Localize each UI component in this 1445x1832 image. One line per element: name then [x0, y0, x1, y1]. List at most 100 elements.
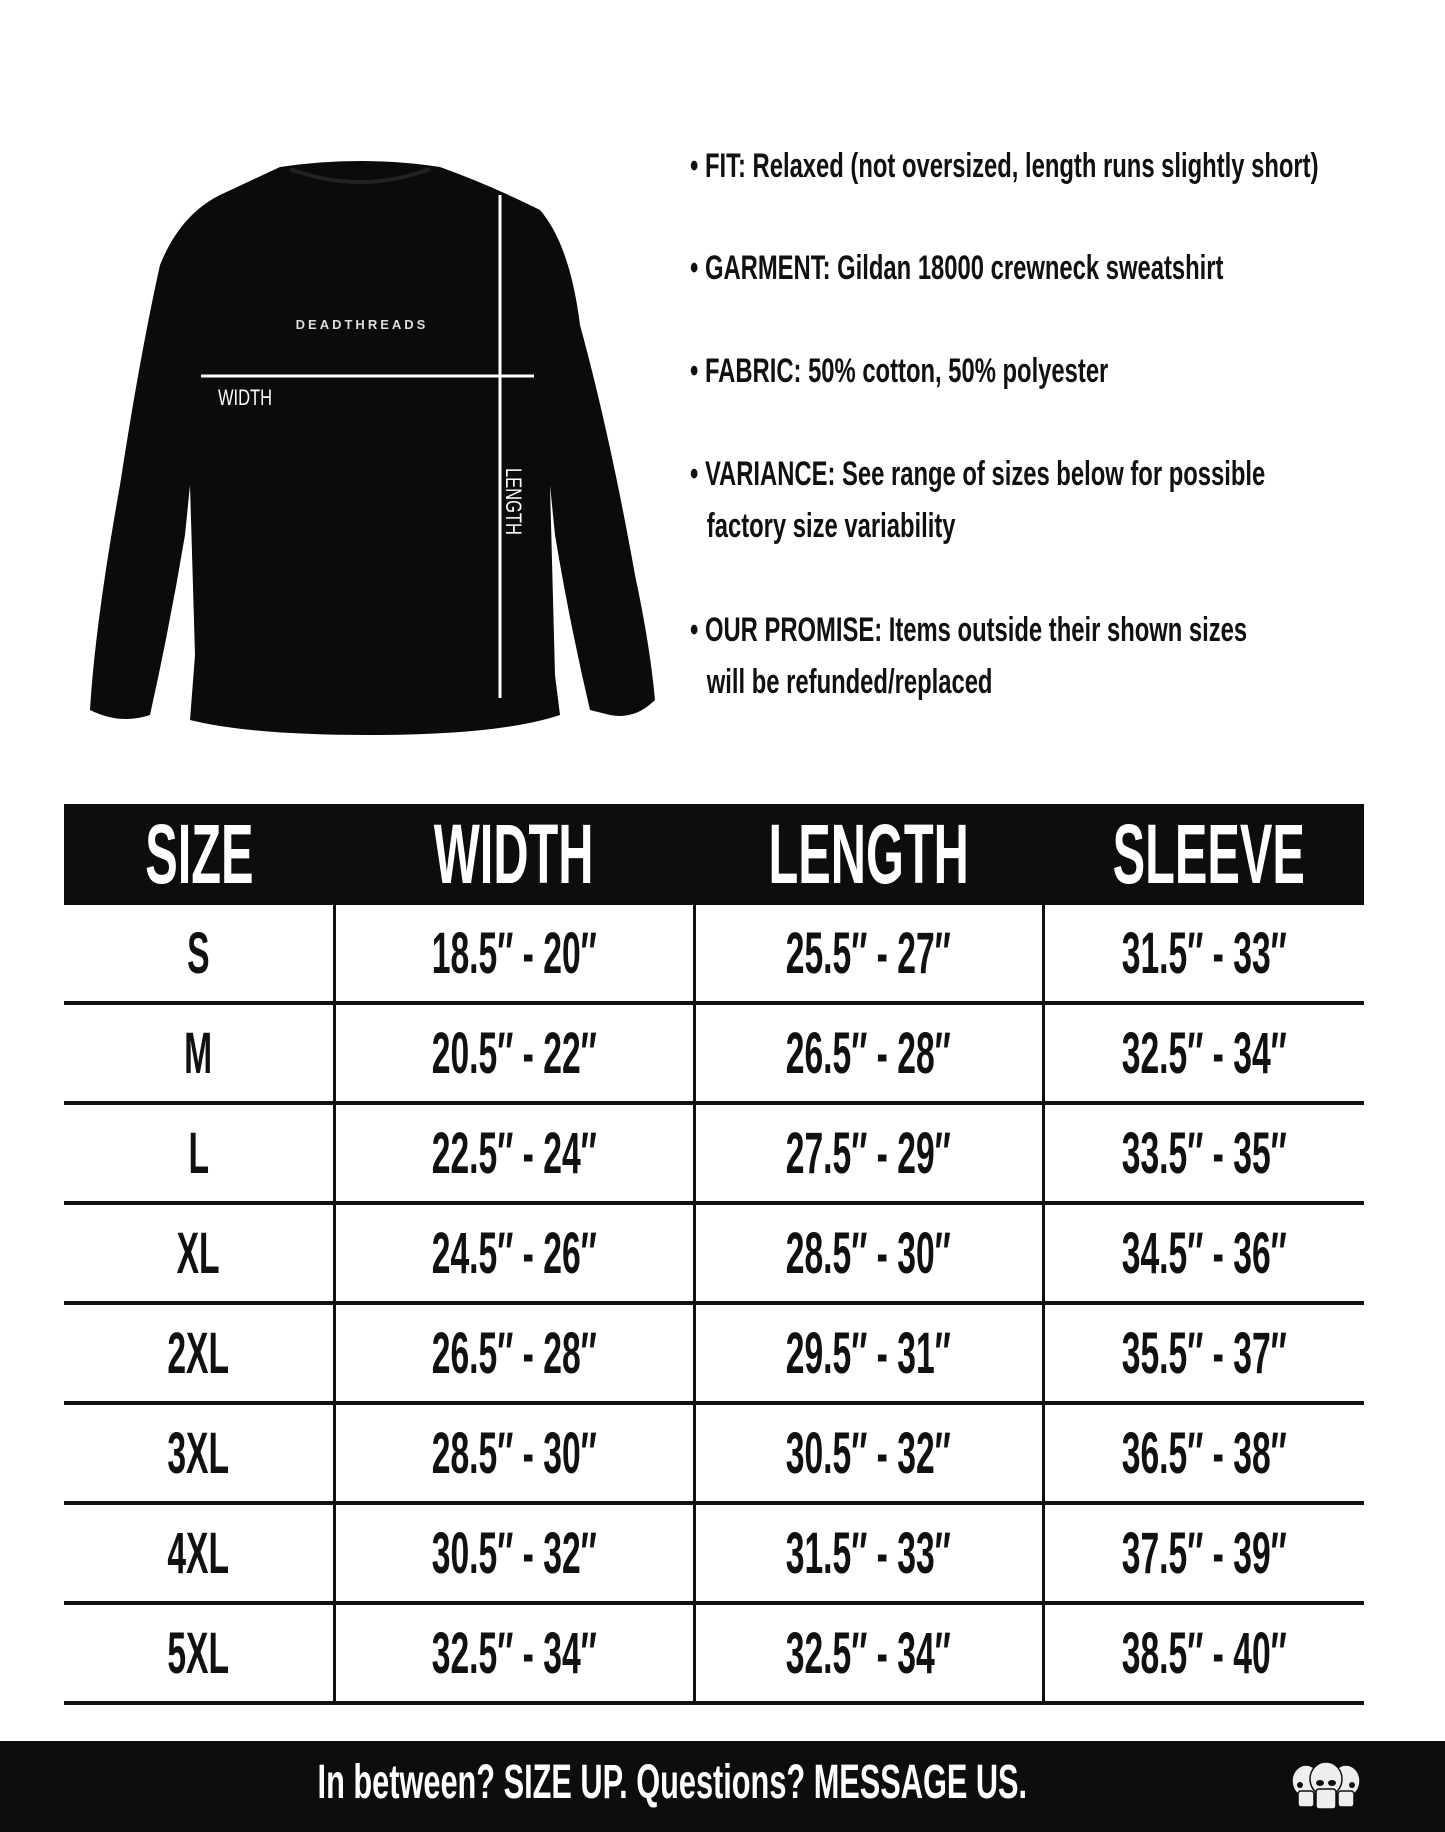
- cell-length: 29.5″ - 31″: [692, 1303, 1043, 1405]
- cell-size: M: [64, 1003, 334, 1105]
- cell-text: 30.5″ - 32″: [785, 1420, 952, 1486]
- cell-text: S: [187, 920, 210, 986]
- cell-sleeve: 37.5″ - 39″: [1041, 1503, 1364, 1605]
- cell-width: 26.5″ - 28″: [332, 1303, 694, 1405]
- bullet-text: • VARIANCE: See range of sizes below for…: [690, 455, 1266, 493]
- cell-text: 33.5″ - 35″: [1121, 1120, 1287, 1186]
- table-row: 4XL 30.5″ - 32″ 31.5″ - 33″ 37.5″ - 39″: [64, 1503, 1364, 1605]
- cell-sleeve: 35.5″ - 37″: [1041, 1303, 1364, 1405]
- brand-print: DEADTHREADS: [296, 317, 429, 332]
- cell-text: 31.5″ - 33″: [785, 1520, 952, 1586]
- cell-text: 29.5″ - 31″: [785, 1320, 952, 1386]
- cell-text: 24.5″ - 26″: [431, 1220, 597, 1286]
- cell-length: 25.5″ - 27″: [692, 905, 1043, 1005]
- bullet-promise: • OUR PROMISE: Items outside their shown…: [690, 604, 1247, 708]
- table-row: 2XL 26.5″ - 28″ 29.5″ - 31″ 35.5″ - 37″: [64, 1303, 1364, 1405]
- cell-text: 32.5″ - 34″: [785, 1620, 952, 1686]
- sweatshirt-diagram: DEADTHREADS WIDTH LENGTH: [90, 161, 655, 735]
- bullet-fit: • FIT: Relaxed (not oversized, length ru…: [690, 140, 1319, 192]
- cell-text: 28.5″ - 30″: [785, 1220, 952, 1286]
- cell-width: 24.5″ - 26″: [332, 1203, 694, 1305]
- table-row: 5XL 32.5″ - 34″ 32.5″ - 34″ 38.5″ - 40″: [64, 1603, 1364, 1705]
- three-skulls-logo-icon: [1291, 1761, 1361, 1810]
- sweatshirt-shape: [90, 161, 655, 735]
- cell-width: 20.5″ - 22″: [332, 1003, 694, 1105]
- cell-text: L: [187, 1120, 209, 1186]
- cell-width: 18.5″ - 20″: [332, 905, 694, 1005]
- header-text: SLEEVE: [1112, 807, 1305, 901]
- bullet-text: will be refunded/replaced: [706, 663, 993, 701]
- cell-size: 3XL: [64, 1403, 334, 1505]
- width-label: WIDTH: [218, 386, 272, 411]
- cell-text: 31.5″ - 33″: [1121, 920, 1287, 986]
- header-text: LENGTH: [768, 807, 969, 901]
- header-text: WIDTH: [434, 807, 594, 901]
- table-row: M 20.5″ - 22″ 26.5″ - 28″ 32.5″ - 34″: [64, 1003, 1364, 1105]
- cell-text: 28.5″ - 30″: [431, 1420, 597, 1486]
- length-label: LENGTH: [500, 468, 525, 535]
- table-header-row: SIZE WIDTH LENGTH SLEEVE: [64, 804, 1364, 905]
- footer-text: In between? SIZE UP. Questions? MESSAGE …: [317, 1756, 1028, 1809]
- cell-size: 4XL: [64, 1503, 334, 1605]
- cell-text: 38.5″ - 40″: [1121, 1620, 1287, 1686]
- cell-length: 32.5″ - 34″: [692, 1603, 1043, 1705]
- bullet-text: • FIT: Relaxed (not oversized, length ru…: [690, 147, 1319, 185]
- cell-sleeve: 34.5″ - 36″: [1041, 1203, 1364, 1305]
- cell-length: 31.5″ - 33″: [692, 1503, 1043, 1605]
- cell-width: 28.5″ - 30″: [332, 1403, 694, 1505]
- table-row: XL 24.5″ - 26″ 28.5″ - 30″ 34.5″ - 36″: [64, 1203, 1364, 1305]
- cell-length: 28.5″ - 30″: [692, 1203, 1043, 1305]
- cell-text: 35.5″ - 37″: [1121, 1320, 1287, 1386]
- size-chart-table: SIZE WIDTH LENGTH SLEEVE S 18.5″ - 20″ 25.5″ …: [64, 804, 1364, 1705]
- bullet-text: factory size variability: [706, 507, 956, 545]
- cell-size: 2XL: [64, 1303, 334, 1405]
- cell-size: XL: [64, 1203, 334, 1305]
- cell-text: 4XL: [167, 1520, 230, 1586]
- cell-text: M: [184, 1020, 213, 1086]
- header-sleeve: SLEEVE: [1043, 804, 1364, 905]
- header-text: SIZE: [144, 807, 254, 901]
- cell-text: 2XL: [167, 1320, 230, 1386]
- cell-text: XL: [176, 1220, 220, 1286]
- bullet-garment: • GARMENT: Gildan 18000 crewneck sweatsh…: [690, 242, 1223, 294]
- cell-text: 3XL: [167, 1420, 230, 1486]
- table-row: 3XL 28.5″ - 30″ 30.5″ - 32″ 36.5″ - 38″: [64, 1403, 1364, 1505]
- cell-text: 32.5″ - 34″: [1121, 1020, 1287, 1086]
- cell-size: S: [64, 905, 334, 1005]
- header-size: SIZE: [64, 804, 334, 905]
- cell-sleeve: 36.5″ - 38″: [1041, 1403, 1364, 1505]
- cell-text: 27.5″ - 29″: [785, 1120, 952, 1186]
- cell-text: 20.5″ - 22″: [431, 1020, 597, 1086]
- cell-text: 30.5″ - 32″: [431, 1520, 597, 1586]
- table-row: L 22.5″ - 24″ 27.5″ - 29″ 33.5″ - 35″: [64, 1103, 1364, 1205]
- table-row: S 18.5″ - 20″ 25.5″ - 27″ 31.5″ - 33″: [64, 905, 1364, 1005]
- bullet-text: • OUR PROMISE: Items outside their shown…: [690, 611, 1248, 649]
- cell-text: 18.5″ - 20″: [431, 920, 597, 986]
- header-width: WIDTH: [334, 804, 694, 905]
- cell-width: 32.5″ - 34″: [332, 1603, 694, 1705]
- cell-text: 25.5″ - 27″: [785, 920, 952, 986]
- cell-sleeve: 32.5″ - 34″: [1041, 1003, 1364, 1105]
- cell-text: 26.5″ - 28″: [431, 1320, 597, 1386]
- header-length: LENGTH: [694, 804, 1043, 905]
- bullet-variance: • VARIANCE: See range of sizes below for…: [690, 448, 1265, 552]
- cell-text: 26.5″ - 28″: [785, 1020, 952, 1086]
- cell-size: L: [64, 1103, 334, 1205]
- cell-text: 32.5″ - 34″: [431, 1620, 597, 1686]
- footer-banner: In between? SIZE UP. Questions? MESSAGE …: [0, 1741, 1445, 1832]
- cell-sleeve: 31.5″ - 33″: [1041, 905, 1364, 1005]
- bullet-fabric: • FABRIC: 50% cotton, 50% polyester: [690, 345, 1108, 397]
- bullet-text: • FABRIC: 50% cotton, 50% polyester: [690, 352, 1109, 390]
- cell-text: 37.5″ - 39″: [1121, 1520, 1287, 1586]
- cell-length: 26.5″ - 28″: [692, 1003, 1043, 1105]
- cell-length: 27.5″ - 29″: [692, 1103, 1043, 1205]
- cell-size: 5XL: [64, 1603, 334, 1705]
- cell-width: 30.5″ - 32″: [332, 1503, 694, 1605]
- cell-sleeve: 38.5″ - 40″: [1041, 1603, 1364, 1705]
- cell-sleeve: 33.5″ - 35″: [1041, 1103, 1364, 1205]
- cell-text: 34.5″ - 36″: [1121, 1220, 1287, 1286]
- cell-text: 5XL: [167, 1620, 230, 1686]
- cell-length: 30.5″ - 32″: [692, 1403, 1043, 1505]
- footer-message: In between? SIZE UP. Questions? MESSAGE …: [0, 1755, 1345, 1810]
- cell-text: 36.5″ - 38″: [1121, 1420, 1287, 1486]
